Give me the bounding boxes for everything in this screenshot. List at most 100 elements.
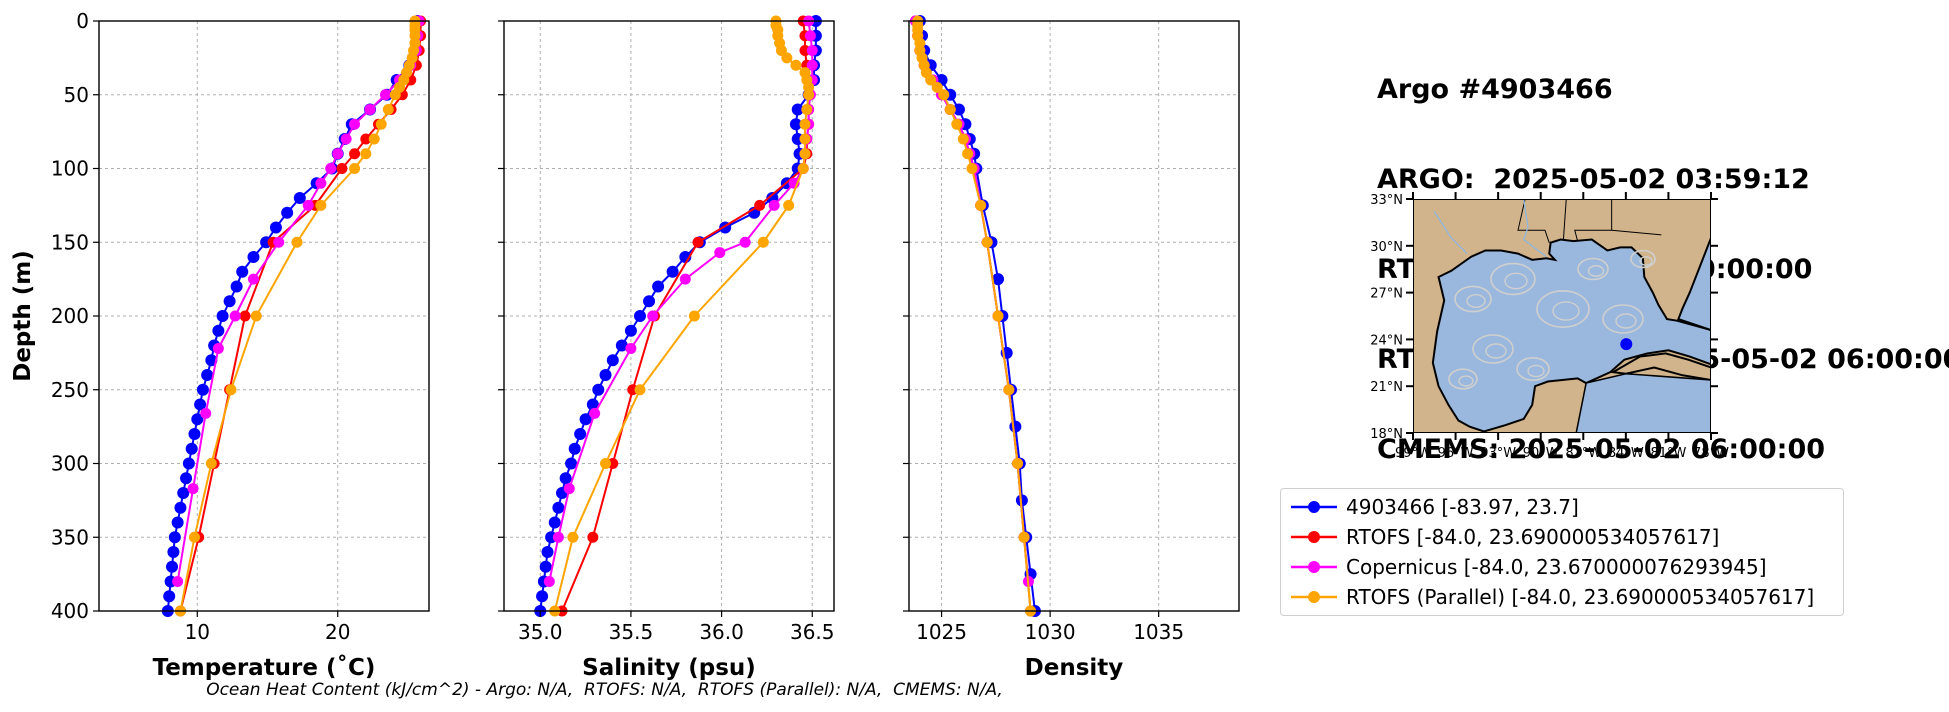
data-point: [931, 81, 943, 93]
data-point: [177, 487, 190, 499]
data-point: [757, 236, 769, 248]
data-point: [332, 148, 344, 160]
river: [1433, 211, 1468, 255]
map-atlantic: [1677, 237, 1711, 332]
x-tick-label: 35.0: [518, 620, 563, 644]
series-line-copernicus: [548, 20, 814, 582]
profile-panel-0: 0 50 100 150 200 250 300 350 400 10 20 Temperature …: [10, 9, 430, 681]
map-lon-label: 90°W: [1523, 446, 1559, 461]
data-point: [539, 560, 552, 573]
y-axis-label: Depth (m): [10, 250, 36, 382]
data-point: [803, 89, 815, 101]
data-point: [291, 236, 303, 248]
streamline: [1615, 313, 1637, 329]
data-point: [273, 236, 285, 248]
y-tick-label: 0: [76, 9, 89, 33]
data-point: [191, 413, 204, 426]
data-point: [364, 104, 376, 115]
data-point: [225, 384, 237, 396]
data-point: [624, 324, 637, 337]
data-point: [600, 458, 612, 469]
data-point: [236, 265, 249, 278]
map-lat-label: 18°N: [1370, 427, 1403, 442]
data-point: [804, 30, 816, 42]
data-point: [957, 133, 969, 145]
data-point: [679, 273, 691, 285]
data-point: [1015, 494, 1028, 507]
streamline: [1490, 262, 1536, 296]
data-point: [250, 310, 262, 322]
data-point: [389, 89, 401, 101]
data-point: [615, 339, 628, 352]
streamline: [1504, 272, 1528, 290]
data-point: [992, 273, 1005, 286]
data-point: [586, 398, 599, 411]
data-point: [167, 546, 180, 558]
streamline: [1639, 256, 1653, 266]
x-axis-label: Salinity (psu): [582, 655, 756, 681]
data-point: [768, 199, 780, 211]
legend-item-copernicus: Copernicus [-84.0, 23.670000076293945]: [1281, 552, 1843, 582]
data-point: [1018, 531, 1030, 543]
data-point: [360, 133, 372, 145]
map-lon-label: 87°W: [1565, 446, 1601, 461]
y-tick-label: 350: [51, 525, 89, 549]
streamline: [1454, 285, 1492, 313]
streamline: [1485, 343, 1507, 359]
data-point: [340, 133, 352, 145]
data-point: [360, 148, 372, 160]
data-point: [536, 590, 549, 603]
streamline: [1536, 290, 1590, 329]
map-lat-label: 33°N: [1370, 193, 1403, 208]
streamline: [1630, 249, 1656, 269]
data-point: [992, 310, 1004, 322]
data-point: [739, 236, 751, 248]
data-point: [194, 398, 207, 411]
legend-item-rtofs-parallel: RTOFS (Parallel) [-84.0, 23.690000534057…: [1281, 582, 1843, 612]
legend-label: Copernicus [-84.0, 23.670000076293945]: [1346, 555, 1767, 579]
data-point: [185, 442, 198, 455]
data-point: [205, 354, 218, 367]
state-border: [1611, 229, 1662, 236]
data-point: [791, 103, 804, 116]
data-point: [168, 531, 181, 544]
data-point: [196, 383, 209, 396]
data-point: [625, 342, 637, 354]
legend-item-rtofs: RTOFS [-84.0, 23.690000534057617]: [1281, 522, 1843, 552]
data-point: [952, 103, 965, 116]
profile-panel-2: 1025 1030 1035 Density: [903, 15, 1240, 681]
data-point: [201, 369, 214, 381]
data-point: [247, 251, 260, 263]
map-lat-label: 27°N: [1370, 287, 1403, 302]
streamline: [1577, 257, 1609, 281]
data-point: [315, 199, 327, 211]
streamline: [1458, 375, 1474, 387]
streamline: [1602, 304, 1644, 334]
map-lat-label: 21°N: [1370, 380, 1403, 395]
data-point: [368, 133, 380, 145]
data-point: [944, 104, 956, 115]
data-point: [543, 576, 555, 587]
float-location-marker: [1620, 338, 1633, 351]
data-point: [563, 483, 575, 495]
data-point: [212, 342, 224, 354]
series-line-copernicus: [914, 20, 1030, 582]
state-border: [1562, 199, 1567, 240]
y-tick-label: 300: [51, 452, 89, 476]
map-lon-label: 81°W: [1650, 446, 1686, 461]
state-border: [1574, 199, 1613, 242]
data-point: [799, 148, 811, 160]
data-point: [666, 265, 679, 278]
data-point: [349, 148, 361, 160]
data-point: [806, 59, 818, 71]
data-point: [382, 104, 394, 115]
data-point: [174, 501, 187, 514]
y-tick-label: 400: [51, 599, 89, 623]
legend-label: 4903466 [-83.97, 23.7]: [1346, 495, 1579, 519]
data-point: [633, 310, 646, 322]
data-point: [559, 472, 572, 485]
data-point: [587, 531, 599, 543]
data-point: [754, 199, 766, 211]
data-point: [200, 407, 212, 419]
data-point: [799, 133, 811, 145]
